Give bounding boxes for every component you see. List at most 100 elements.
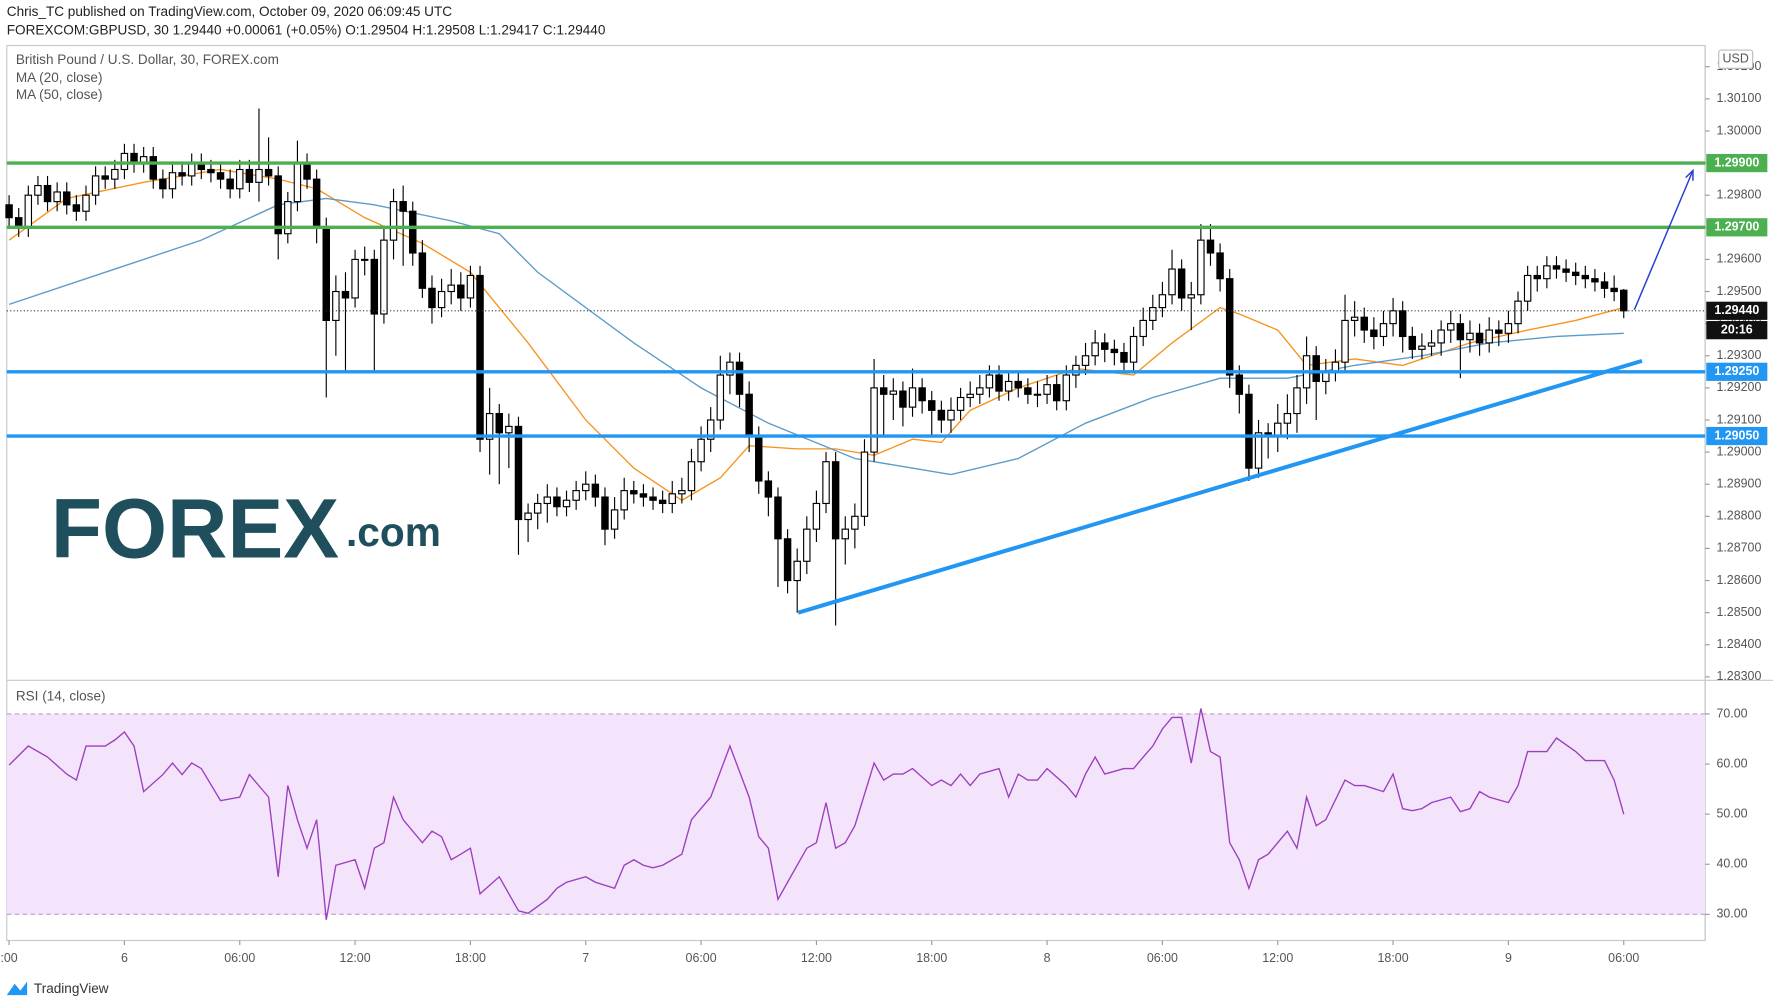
candle-body	[755, 435, 763, 482]
candle-body	[1581, 274, 1590, 280]
candle-body	[1187, 294, 1195, 299]
y-tick-label: 1.28300	[1716, 669, 1761, 683]
candle-body	[1514, 300, 1522, 325]
candle-body	[572, 490, 580, 501]
candle-body	[649, 496, 657, 501]
candle-body	[1379, 323, 1388, 338]
symbol-line: FOREXCOM:GBPUSD, 30 1.29440 +0.00061 (+0…	[7, 22, 606, 37]
candle-body	[630, 490, 638, 495]
y-tick-label: 1.28700	[1716, 541, 1761, 555]
footer-logo: TradingView	[6, 981, 109, 996]
candle-body	[745, 393, 753, 437]
candle-body	[851, 515, 859, 530]
candle-body	[985, 374, 994, 389]
candle-body	[1398, 310, 1407, 338]
candle-body	[1197, 239, 1205, 296]
level-label: 1.29700	[1714, 220, 1759, 234]
rsi-line	[8, 708, 1625, 920]
y-tick-label: 1.29200	[1716, 380, 1761, 394]
candle-body	[543, 496, 552, 505]
candle-body	[1610, 287, 1618, 293]
y-tick-label: 1.28400	[1716, 637, 1761, 651]
candle-body	[726, 361, 734, 376]
y-tick-label: 1.29000	[1716, 444, 1761, 458]
candle-body	[678, 490, 686, 495]
candle-body	[72, 204, 81, 212]
candle-body	[495, 412, 503, 434]
candle-body	[216, 172, 225, 180]
candle-body	[1485, 329, 1493, 344]
candle-body	[1591, 278, 1599, 283]
x-tick-label: 6	[121, 951, 128, 965]
candle-body	[274, 175, 282, 235]
candle-body	[668, 493, 676, 505]
candle-body	[1081, 355, 1090, 366]
candle-body	[1504, 323, 1513, 334]
candle-body	[610, 509, 619, 530]
x-tick-label: 06:00	[224, 951, 255, 965]
candle-body	[1033, 393, 1042, 396]
candle-body	[43, 184, 52, 203]
candle-body	[1139, 319, 1147, 338]
candle-body	[620, 490, 628, 511]
candle-body	[1571, 271, 1580, 277]
candle-body	[860, 451, 869, 517]
candle-body	[889, 390, 898, 395]
watermark-main: FOREX	[51, 481, 339, 575]
candle-body	[1475, 332, 1484, 344]
level-label-box	[1706, 218, 1768, 237]
candle-body	[1427, 342, 1436, 347]
logo-icon	[6, 981, 28, 996]
candle-body	[1004, 380, 1013, 392]
legend-entry: MA (50, close)	[16, 87, 103, 102]
y-tick-label: 1.28900	[1716, 476, 1761, 490]
candle-body	[1447, 323, 1455, 331]
x-tick-label: 12:00	[801, 951, 832, 965]
candle-body	[1293, 387, 1301, 415]
candle-body	[1024, 387, 1032, 395]
currency-label[interactable]: USD	[1723, 51, 1749, 65]
candle-body	[1206, 239, 1215, 254]
level-label: 1.29050	[1714, 428, 1759, 442]
projection-arrow	[1633, 170, 1694, 311]
candle-body	[1360, 316, 1368, 331]
candle-body	[1389, 310, 1397, 325]
candle-body	[1341, 319, 1349, 363]
candle-body	[899, 390, 907, 408]
candle-body	[956, 396, 965, 411]
candle-body	[476, 274, 484, 440]
candle-body	[5, 204, 13, 219]
y-tick-label: 60.00	[1716, 756, 1747, 770]
candle-body	[1533, 274, 1541, 280]
candle-body	[178, 172, 186, 177]
candle-body	[409, 210, 417, 254]
candle-body	[1437, 329, 1445, 344]
candle-body	[1216, 252, 1224, 280]
candle-body	[63, 191, 71, 206]
candle-body	[562, 499, 571, 508]
y-tick-label: 1.28800	[1716, 509, 1761, 523]
candle-body	[1562, 268, 1570, 273]
level-label-box	[1706, 153, 1768, 173]
candle-body	[803, 528, 811, 562]
y-tick-label: 30.00	[1716, 907, 1747, 921]
candle-body	[101, 175, 109, 180]
candle-body	[812, 502, 821, 530]
x-tick-label: 18:00	[1378, 951, 1409, 965]
candle-body	[332, 290, 340, 321]
candle-body	[1543, 265, 1551, 280]
level-label-box	[1706, 426, 1768, 446]
currency-badge[interactable]	[1718, 49, 1754, 69]
candle-body	[24, 194, 33, 228]
candle-body	[303, 162, 311, 180]
candle-body	[1235, 374, 1244, 395]
candle-body	[187, 162, 196, 177]
candle-body	[764, 480, 773, 498]
candle-body	[437, 290, 446, 309]
candle-body	[370, 258, 379, 315]
y-tick-label: 1.29800	[1716, 187, 1761, 201]
level-label: 1.29900	[1714, 155, 1759, 169]
candle-body	[34, 184, 42, 196]
candle-body	[1495, 329, 1503, 334]
